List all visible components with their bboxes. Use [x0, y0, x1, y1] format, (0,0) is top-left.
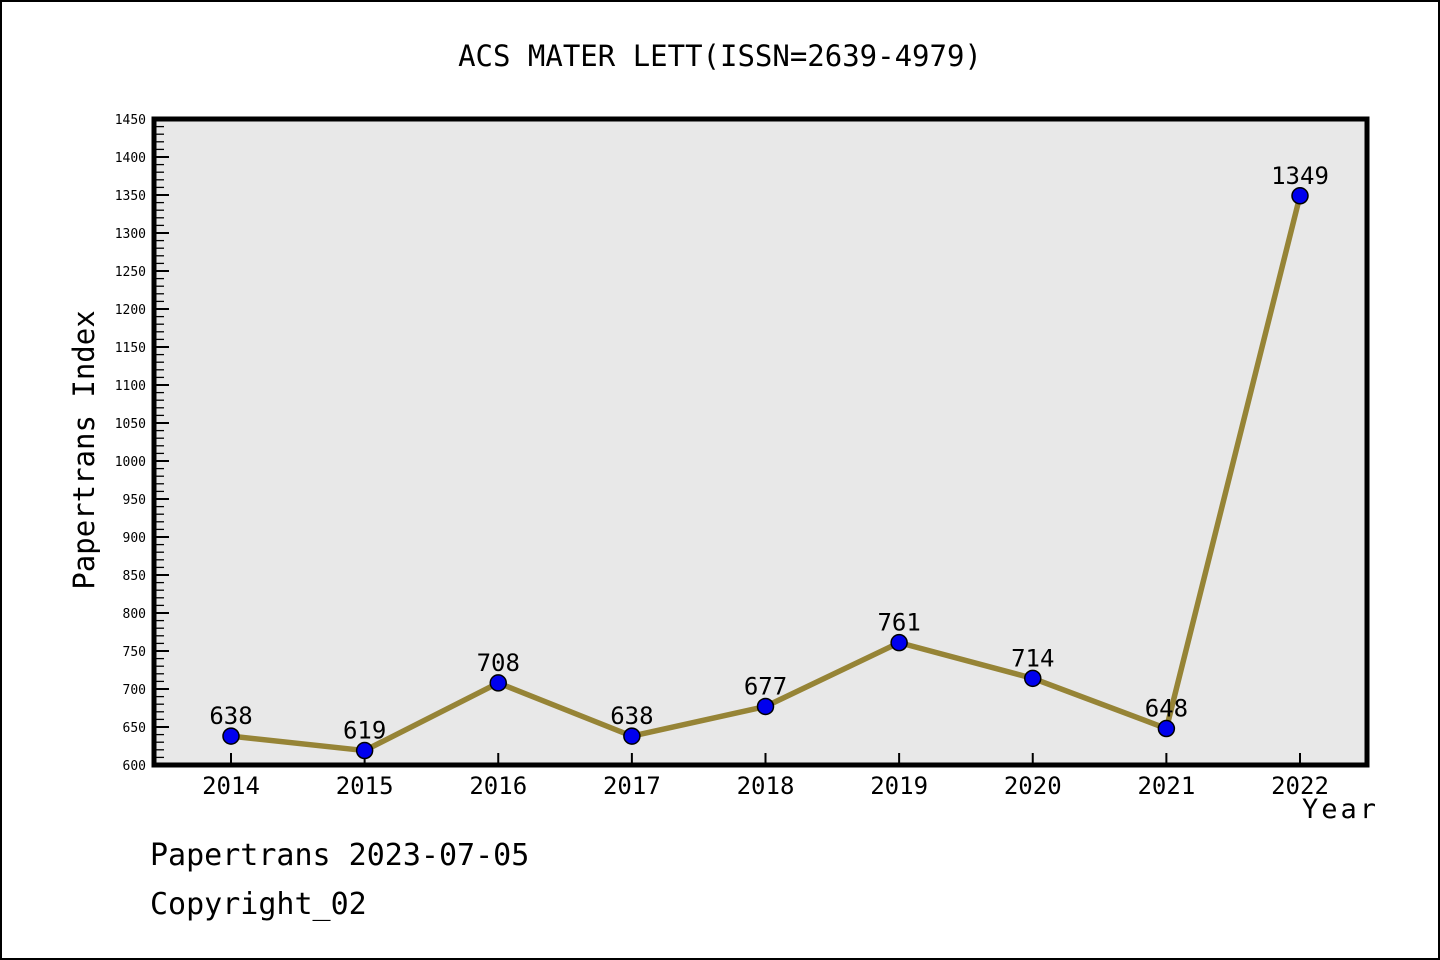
y-tick-label: 750: [123, 645, 146, 660]
data-point: [756, 697, 775, 716]
data-point-label: 648: [1145, 695, 1188, 723]
x-tick-label: 2015: [336, 772, 394, 800]
footer-copyright: Copyright_02: [150, 887, 367, 922]
y-tick-label: 1050: [115, 417, 146, 432]
x-tick-label: 2014: [202, 772, 260, 800]
x-tick-label: 2019: [870, 772, 928, 800]
y-tick-label: 700: [123, 683, 146, 698]
x-tick-label: 2017: [603, 772, 661, 800]
x-tick-label: 2020: [1004, 772, 1062, 800]
data-point: [623, 727, 641, 745]
data-point: [355, 741, 374, 760]
data-point-label: 619: [343, 717, 386, 745]
x-tick-label: 2021: [1137, 772, 1195, 800]
plot-area: [151, 116, 1370, 768]
y-tick-label: 600: [123, 759, 146, 774]
data-point: [1157, 719, 1176, 738]
y-tick-label: 1150: [115, 341, 146, 356]
data-point-label: 714: [1011, 644, 1054, 672]
y-tick-label: 800: [123, 607, 146, 622]
data-point-label: 638: [610, 702, 653, 730]
y-tick-label: 900: [123, 531, 146, 546]
data-point-label: 677: [744, 672, 787, 700]
data-point-label: 1349: [1271, 162, 1329, 190]
y-tick-label: 850: [123, 569, 146, 584]
y-tick-label: 1300: [115, 227, 146, 242]
y-tick-label: 1450: [115, 113, 146, 128]
x-tick-label: 2022: [1271, 772, 1329, 800]
data-point: [1291, 187, 1309, 205]
x-tick-label: 2018: [737, 772, 795, 800]
y-tick-label: 950: [123, 493, 146, 508]
data-point: [489, 674, 507, 692]
x-axis-label: Year: [1302, 794, 1380, 825]
y-tick-label: 1350: [115, 189, 146, 204]
data-point: [1024, 669, 1042, 688]
data-point: [222, 727, 240, 745]
data-point: [890, 633, 908, 652]
data-point-label: 708: [477, 649, 520, 677]
y-tick-label: 1100: [115, 379, 146, 394]
footer-source-date: Papertrans 2023-07-05: [150, 838, 530, 873]
y-tick-label: 1200: [115, 303, 146, 318]
chart-title: ACS MATER LETT(ISSN=2639-4979): [458, 39, 982, 73]
y-tick-label: 1000: [115, 455, 146, 470]
x-tick-label: 2016: [469, 772, 527, 800]
y-tick-label: 1400: [115, 151, 146, 166]
data-point-label: 761: [877, 609, 920, 637]
data-point-label: 638: [209, 702, 252, 730]
y-tick-label: 650: [123, 721, 146, 736]
y-tick-label: 1250: [115, 265, 146, 280]
